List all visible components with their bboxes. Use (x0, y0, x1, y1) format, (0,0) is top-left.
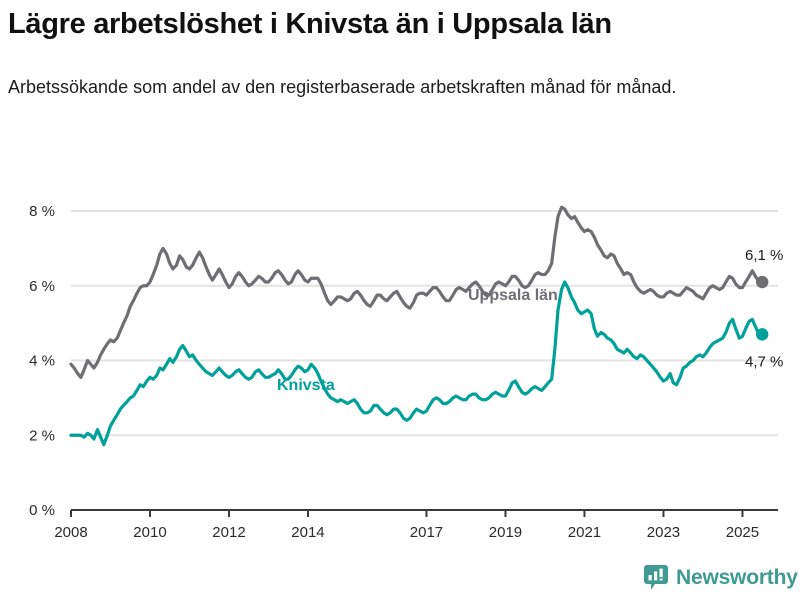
y-gridlines (71, 210, 778, 437)
series-end-dot (756, 328, 769, 341)
x-tick-label: 2017 (410, 524, 443, 541)
newsworthy-logo[interactable]: Newsworthy (644, 563, 798, 593)
series-label-knivsta: Knivsta (277, 377, 335, 394)
x-axis-ticks (70, 510, 744, 517)
y-tick-label: 0 % (29, 502, 55, 519)
x-tick-label: 2019 (489, 524, 522, 541)
logo-wordmark: Newsworthy (676, 566, 798, 589)
y-tick-label: 4 % (29, 353, 55, 370)
x-tick-label: 2023 (647, 524, 680, 541)
x-tick-label: 2008 (54, 524, 87, 541)
series-end-dot (756, 275, 769, 289)
x-tick-label: 2010 (133, 524, 166, 541)
series-line (69, 205, 764, 379)
y-tick-label: 6 % (29, 278, 55, 295)
x-tick-label: 2025 (726, 524, 759, 541)
end-value-label-uppsala: 6,1 % (745, 247, 783, 264)
series-line (69, 280, 764, 447)
y-tick-label: 8 % (29, 203, 55, 220)
x-axis-tick-labels: 2008 2010 2012 2014 2017 2019 2021 2023 2025 (54, 524, 759, 541)
series-end-dots (756, 275, 769, 341)
chart-subtitle: Arbetssökande som andel av den registerb… (8, 77, 677, 97)
series-label-uppsala-lan: Uppsala län (468, 287, 558, 304)
series-lines (69, 205, 764, 447)
series-inline-labels: Uppsala län Knivsta (277, 287, 558, 394)
page-title: Lägre arbetslöshet i Knivsta än i Uppsal… (8, 8, 612, 40)
x-tick-label: 2012 (212, 524, 245, 541)
y-tick-label: 2 % (29, 427, 55, 444)
series-end-value-labels: 6,1 % 4,7 % (745, 247, 783, 370)
x-tick-label: 2014 (291, 524, 324, 541)
x-tick-label: 2021 (568, 524, 601, 541)
bar-chart-bubble-icon (644, 565, 668, 590)
end-value-label-knivsta: 4,7 % (745, 353, 783, 370)
y-axis-tick-labels: 0 % 2 % 4 % 6 % 8 % (29, 203, 55, 519)
